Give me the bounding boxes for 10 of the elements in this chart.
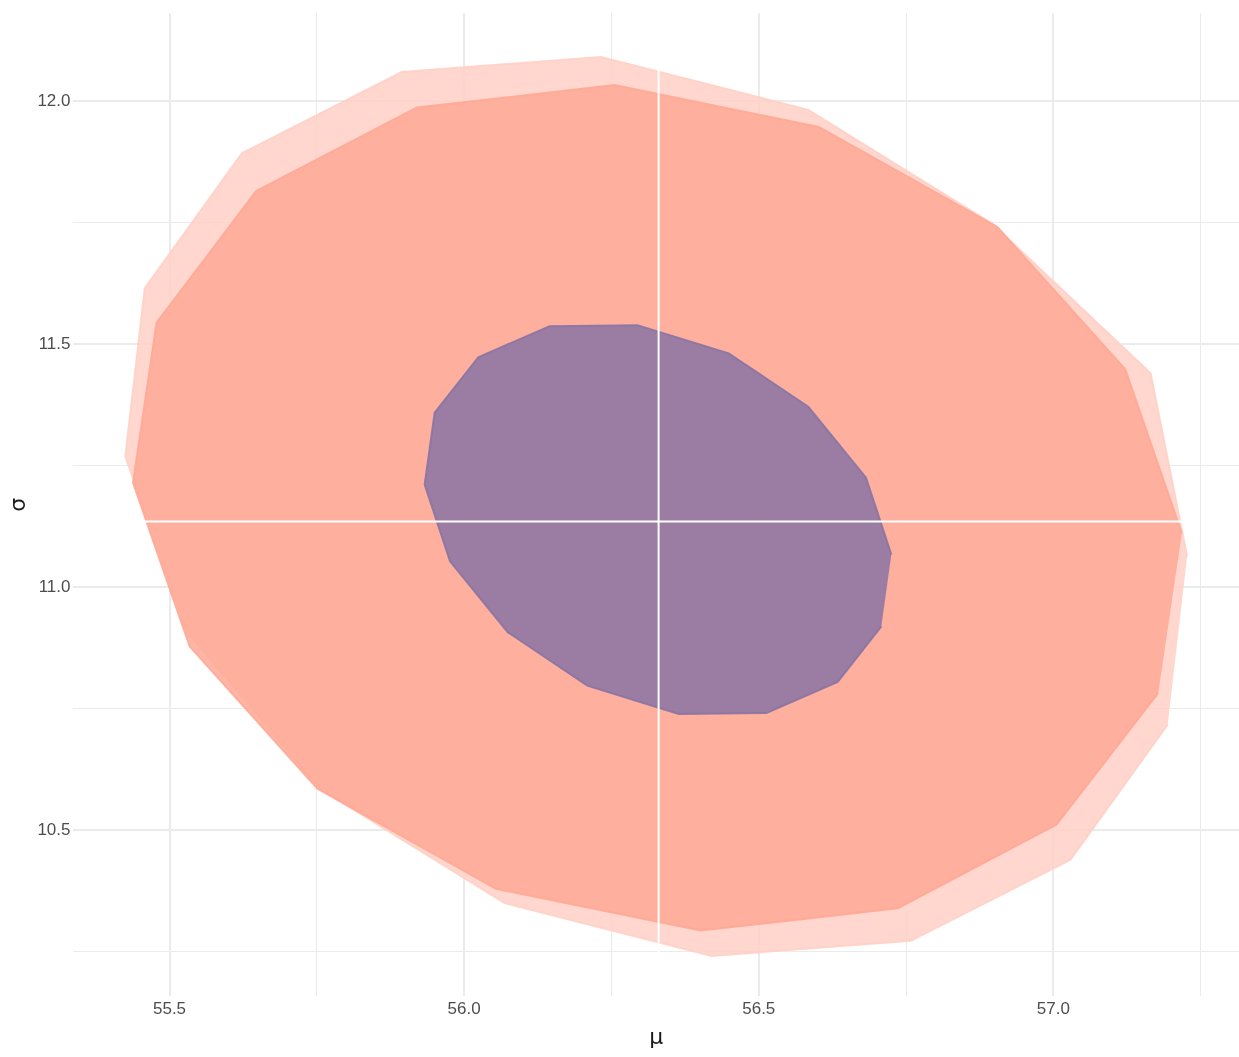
x-tick-label: 55.5 (152, 999, 187, 1019)
y-tick-label: 11.5 (38, 333, 71, 353)
y-tick-label: 11.0 (38, 576, 71, 596)
x-tick-label: 56.5 (742, 999, 776, 1019)
x-tick-label: 56.0 (447, 999, 481, 1019)
y-axis-title: σ (4, 497, 30, 512)
y-tick-label: 10.5 (37, 819, 71, 839)
y-tick-label: 12.0 (37, 90, 71, 110)
x-tick-label: 57.0 (1036, 999, 1070, 1019)
x-axis-title: μ (649, 1023, 664, 1049)
